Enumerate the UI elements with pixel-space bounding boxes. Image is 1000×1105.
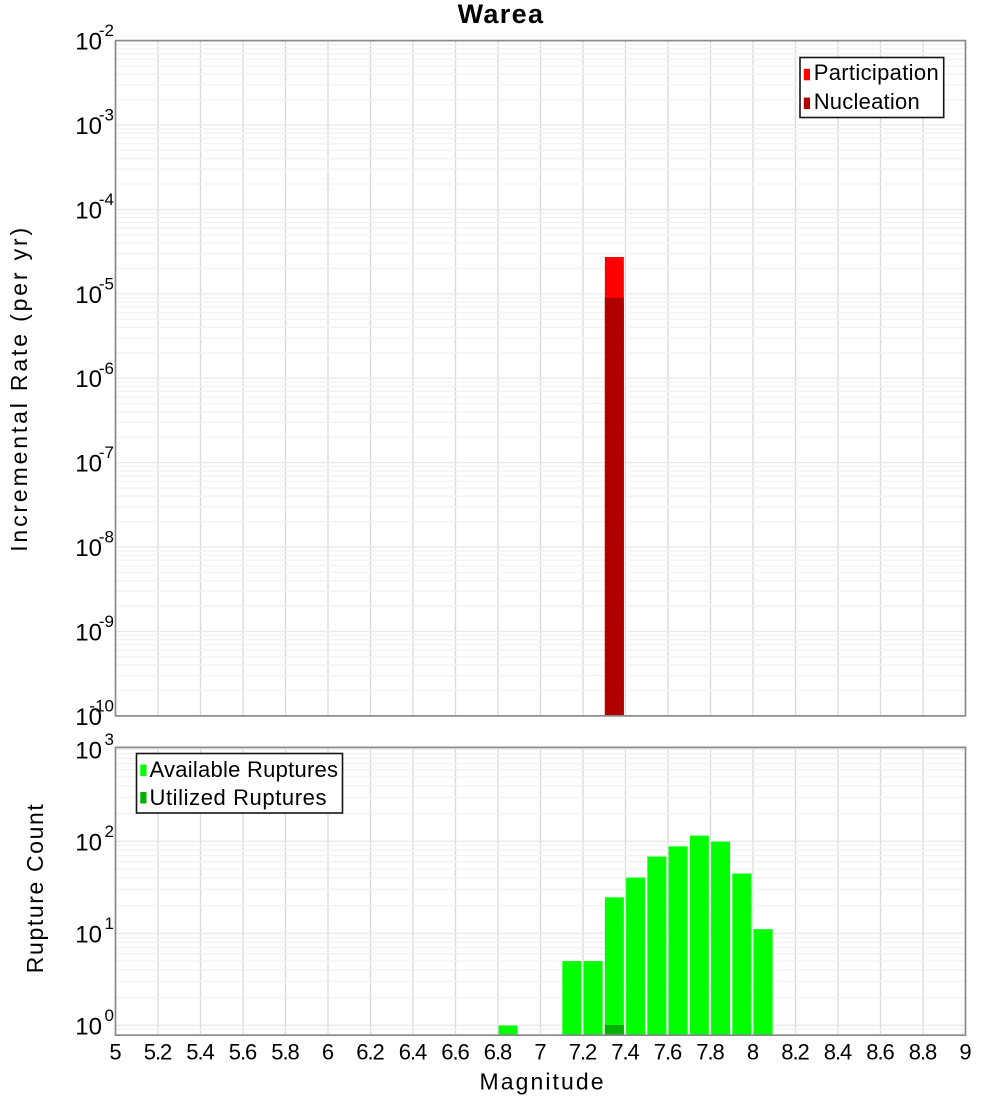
svg-text:-7: -7	[99, 443, 114, 462]
svg-text:6: 6	[322, 1039, 334, 1064]
svg-text:8.6: 8.6	[866, 1039, 895, 1064]
svg-text:-9: -9	[99, 612, 114, 631]
svg-text:10: 10	[75, 704, 102, 731]
svg-text:8.8: 8.8	[909, 1039, 938, 1064]
svg-text:10: 10	[75, 197, 102, 224]
svg-text:5.8: 5.8	[271, 1039, 300, 1064]
svg-text:10: 10	[75, 737, 102, 764]
svg-text:7.8: 7.8	[696, 1039, 725, 1064]
svg-text:10: 10	[75, 451, 102, 478]
svg-text:10: 10	[75, 29, 102, 56]
svg-text:6.2: 6.2	[356, 1039, 385, 1064]
svg-text:Rupture Count: Rupture Count	[22, 804, 48, 974]
svg-text:-6: -6	[99, 359, 114, 378]
svg-text:-3: -3	[99, 106, 114, 125]
svg-text:Available Ruptures: Available Ruptures	[150, 757, 339, 782]
svg-text:6.6: 6.6	[441, 1039, 470, 1064]
svg-text:10: 10	[75, 366, 102, 393]
svg-text:5: 5	[109, 1039, 121, 1064]
svg-text:8.2: 8.2	[781, 1039, 810, 1064]
svg-text:7.6: 7.6	[654, 1039, 683, 1064]
svg-text:5.2: 5.2	[144, 1039, 173, 1064]
svg-text:9: 9	[959, 1039, 971, 1064]
svg-text:7: 7	[534, 1039, 546, 1064]
svg-text:-2: -2	[99, 21, 114, 40]
svg-text:6.8: 6.8	[484, 1039, 513, 1064]
svg-text:8: 8	[747, 1039, 759, 1064]
svg-text:0: 0	[105, 1006, 114, 1025]
svg-text:10: 10	[75, 113, 102, 140]
svg-text:10: 10	[75, 921, 102, 948]
svg-text:Utilized Ruptures: Utilized Ruptures	[150, 785, 327, 810]
svg-text:3: 3	[105, 730, 114, 749]
svg-text:Warea: Warea	[458, 0, 544, 29]
svg-text:-8: -8	[99, 528, 114, 547]
svg-text:1: 1	[105, 914, 114, 933]
svg-text:5.6: 5.6	[229, 1039, 258, 1064]
svg-text:10: 10	[75, 829, 102, 856]
svg-text:5.4: 5.4	[186, 1039, 215, 1064]
svg-text:2: 2	[105, 822, 114, 841]
svg-text:-5: -5	[99, 274, 114, 293]
svg-text:10: 10	[75, 535, 102, 562]
svg-text:Participation: Participation	[814, 60, 939, 85]
svg-text:-4: -4	[99, 190, 114, 209]
svg-text:7.2: 7.2	[569, 1039, 598, 1064]
svg-text:-10: -10	[89, 696, 114, 715]
svg-text:10: 10	[75, 1013, 102, 1040]
svg-text:8.4: 8.4	[824, 1039, 853, 1064]
svg-text:Magnitude: Magnitude	[480, 1068, 604, 1094]
svg-text:Nucleation: Nucleation	[814, 89, 920, 114]
svg-text:6.4: 6.4	[399, 1039, 428, 1064]
svg-text:10: 10	[75, 282, 102, 309]
svg-text:10: 10	[75, 620, 102, 647]
svg-text:7.4: 7.4	[611, 1039, 640, 1064]
